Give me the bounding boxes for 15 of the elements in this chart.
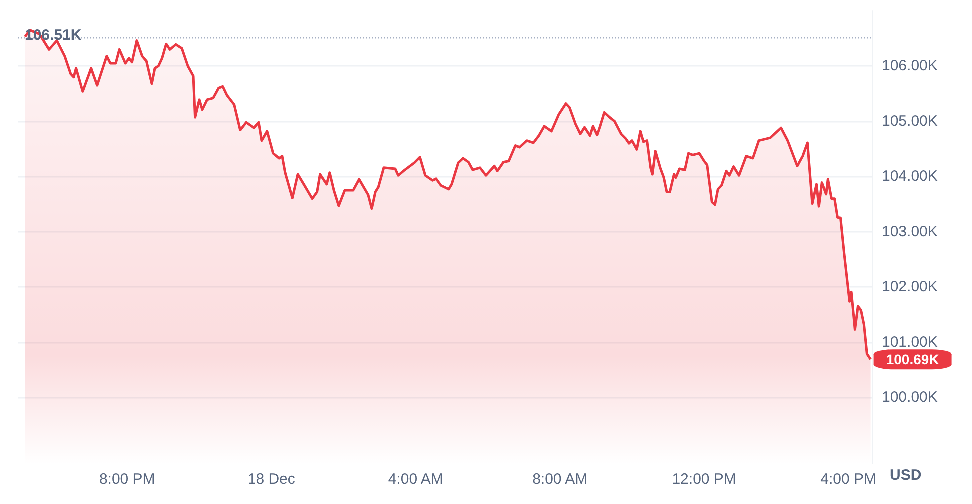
y-tick-label: 103.00K xyxy=(882,223,938,240)
y-tick-label: 100.00K xyxy=(882,389,938,406)
x-tick-label: 8:00 PM xyxy=(99,471,156,488)
annotation: 100.69K xyxy=(886,352,940,368)
x-tick-label: 8:00 AM xyxy=(532,471,588,488)
y-tick-label: 104.00K xyxy=(882,168,938,186)
x-tick-label: 12:00 PM xyxy=(672,471,736,488)
y-axis-title: USD xyxy=(890,467,922,484)
x-tick-label: 18 Dec xyxy=(248,471,296,488)
x-tick-label: 4:00 PM xyxy=(820,471,876,488)
y-tick-label: 105.00K xyxy=(882,112,938,130)
y-tick-label: 106.00K xyxy=(882,58,938,75)
y-tick-label: 102.00K xyxy=(882,278,938,296)
y-tick-label: 101.00K xyxy=(882,334,938,351)
x-tick-label: 4:00 AM xyxy=(388,471,444,488)
